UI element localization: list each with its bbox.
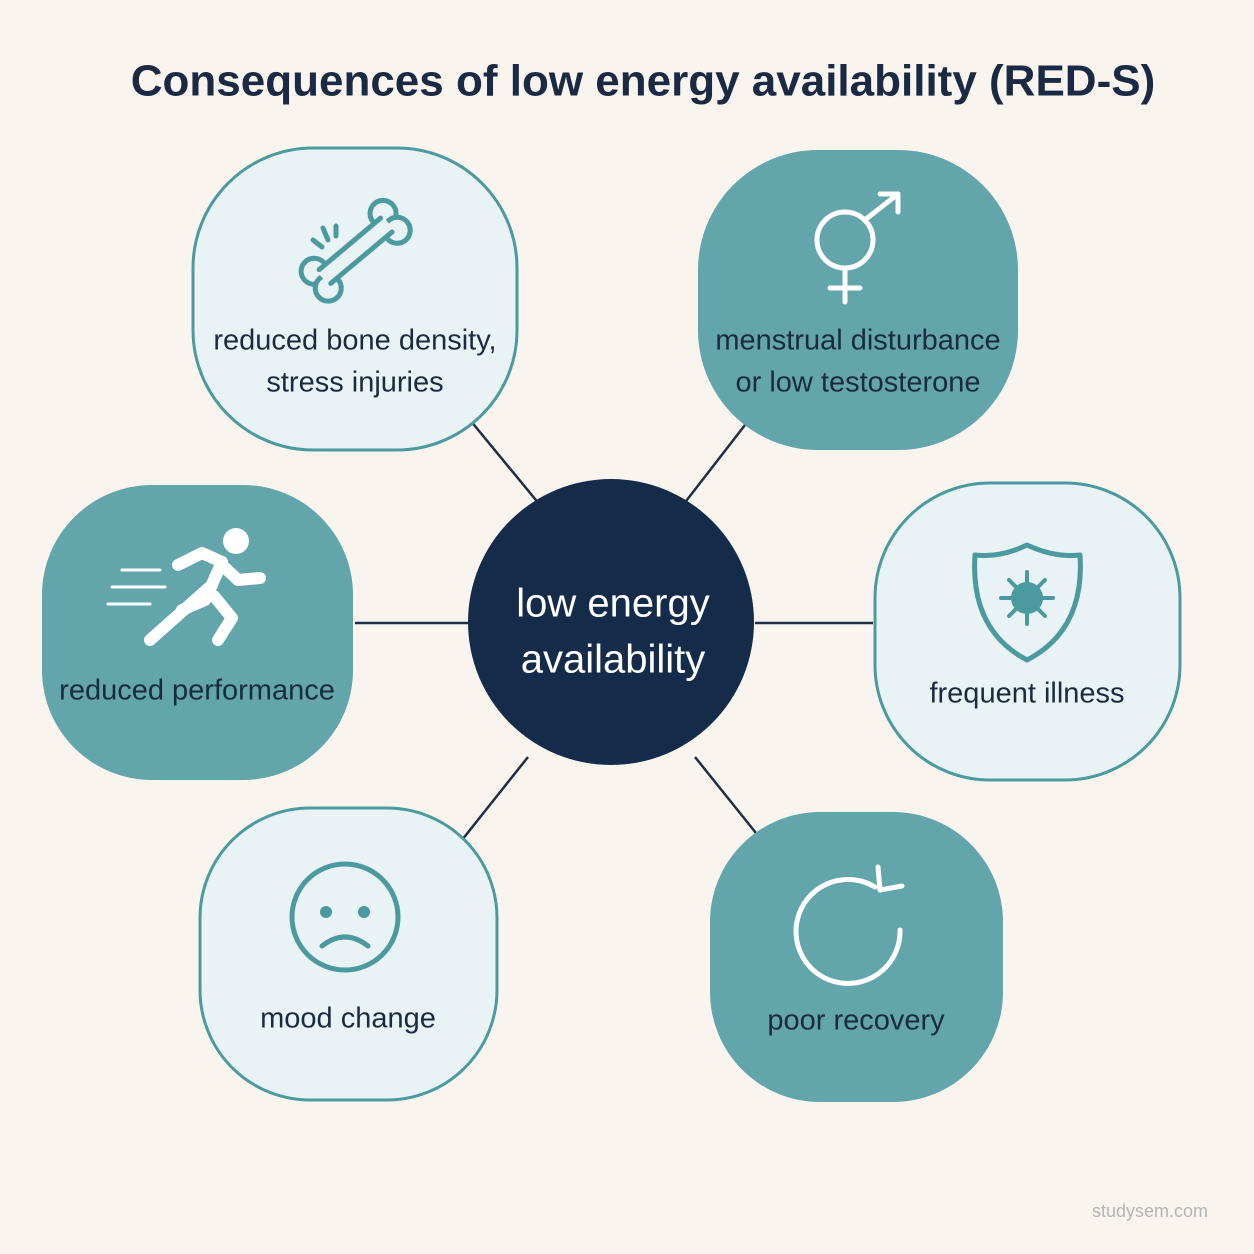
node-label: menstrual disturbance (715, 325, 1000, 357)
connector (457, 756, 529, 846)
node-box (873, 481, 1182, 782)
connector (682, 424, 746, 506)
node-box (42, 485, 353, 780)
node-box (710, 812, 1003, 1102)
connector (694, 756, 761, 839)
gender-icon (814, 191, 901, 305)
title: Consequences of low energy availability … (131, 57, 1155, 106)
node-label: poor recovery (767, 1005, 945, 1037)
node-box (698, 150, 1018, 450)
center-label: availability (521, 638, 706, 682)
runner-icon (106, 528, 266, 646)
node-label: or low testosterone (735, 367, 980, 399)
node-box (198, 806, 499, 1102)
node-label: reduced bone density, (213, 325, 496, 357)
sad-face-icon (289, 861, 401, 973)
bone-icon (298, 197, 413, 304)
connectors (355, 419, 873, 846)
node-box (191, 146, 519, 452)
watermark: studysem.com (1092, 1201, 1208, 1221)
node-label: mood change (260, 1003, 436, 1035)
shield-icon (972, 542, 1083, 663)
center-circle (468, 479, 754, 765)
node-label: reduced performance (59, 675, 335, 707)
node-label: stress injuries (266, 367, 443, 399)
recovery-icon (793, 864, 905, 986)
center-label: low energy (516, 582, 709, 626)
node-label: frequent illness (929, 678, 1124, 710)
connector (469, 419, 541, 506)
